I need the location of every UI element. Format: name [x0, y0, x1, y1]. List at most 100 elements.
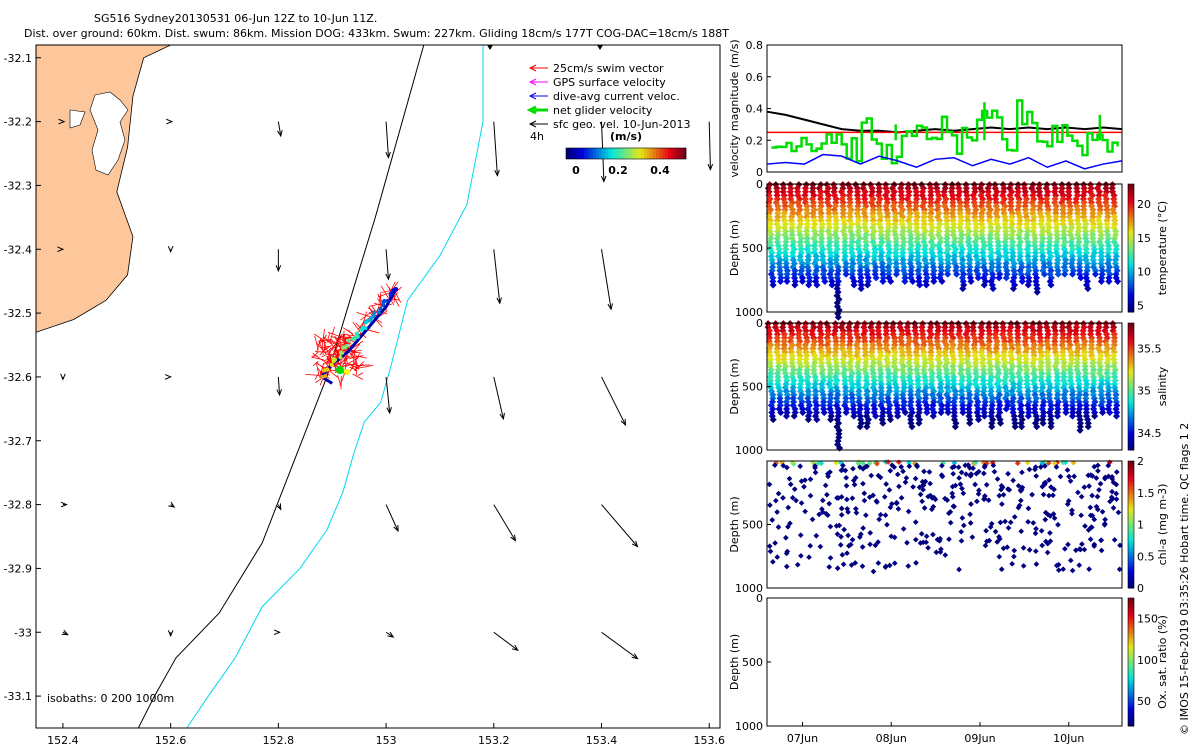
swim-vector: [331, 339, 338, 348]
swim-vector: [325, 355, 332, 370]
chla-point: [1032, 530, 1039, 537]
chla-point: [809, 516, 816, 523]
chla-point: [1010, 477, 1016, 484]
temperature-point: [791, 281, 799, 289]
chla-point: [975, 491, 982, 497]
chla-point: [905, 563, 912, 569]
chla-point: [1113, 496, 1120, 503]
temperature-point: [971, 209, 979, 217]
swim-vector: [329, 370, 339, 378]
temperature-point: [995, 274, 1003, 282]
colorbar-tick-label: 1.5: [1137, 487, 1155, 500]
chla-point: [960, 490, 967, 497]
chla-point: [1005, 470, 1011, 477]
chla-point: [999, 501, 1005, 507]
chla-point: [1032, 548, 1039, 554]
chla-point: [798, 552, 804, 559]
geo-vector-head: [631, 653, 639, 660]
y-axis-label: Depth (m): [728, 634, 741, 690]
chla-point: [1062, 545, 1068, 552]
y-tick-label: -32.4: [4, 243, 32, 256]
track-point: [372, 310, 377, 315]
swim-vector: [357, 364, 374, 369]
y-axis-label: Depth (m): [728, 358, 741, 414]
chla-point: [774, 554, 781, 560]
temperature-point: [776, 277, 784, 285]
track-point: [351, 337, 356, 342]
temperature-point: [949, 195, 957, 203]
chla-point: [774, 509, 780, 515]
chla-point: [1094, 493, 1101, 500]
track-point: [376, 310, 381, 315]
y-tick-label: -32.3: [4, 179, 32, 192]
colorbar-label: Ox. sat. ratio (%): [1156, 615, 1169, 709]
temperature-point: [806, 274, 814, 282]
track-point: [363, 320, 368, 325]
swim-vector: [326, 347, 331, 360]
temperature-point: [883, 209, 892, 217]
chla-point: [991, 468, 998, 475]
x-tick-label: 09Jun: [964, 732, 995, 745]
swim-vector: [314, 374, 319, 380]
swim-vector: [336, 350, 339, 359]
swim-vector: [352, 373, 364, 380]
temperature-point: [828, 281, 836, 289]
y-tick-label: 0.6: [746, 71, 764, 84]
chla-point: [826, 500, 833, 507]
legend-colorbar-label: (m/s): [610, 130, 642, 143]
temperature-point: [805, 281, 813, 289]
chla-point: [1009, 561, 1015, 567]
chla-point: [959, 515, 966, 521]
temperature-point: [1016, 249, 1024, 257]
y-tick-label: -32.9: [4, 562, 32, 575]
chla-point: [947, 519, 954, 526]
colorbar-cell: [1128, 598, 1134, 601]
chla-point: [982, 542, 989, 549]
chla-point: [912, 475, 919, 482]
legend-colorbar-cell: [602, 148, 606, 159]
temperature-point: [850, 281, 858, 289]
temperature-point: [1105, 277, 1113, 285]
swim-vector: [348, 351, 353, 359]
swim-vector: [334, 336, 342, 350]
temperature-point: [992, 199, 1000, 207]
geo-vector-head: [168, 501, 176, 508]
temperature-point: [1018, 277, 1026, 285]
chla-point: [1071, 473, 1077, 480]
geo-vector-head: [620, 418, 627, 427]
chla-point: [806, 554, 812, 561]
temperature-point: [769, 274, 777, 282]
temperature-point: [821, 277, 829, 285]
chla-point: [791, 486, 798, 492]
temperature-point: [909, 277, 917, 285]
swim-vector: [382, 289, 392, 293]
track-point: [359, 327, 364, 332]
y-tick-label: 1000: [735, 444, 763, 457]
legend-colorbar-cell: [641, 148, 645, 159]
swim-vector: [357, 372, 364, 376]
chla-point: [1113, 469, 1120, 475]
temperature-point: [872, 274, 880, 282]
temperature-point: [769, 281, 777, 289]
legend-entry: net glider velocity: [553, 104, 653, 117]
legend-colorbar-cell: [578, 148, 582, 159]
y-tick-label: -32.7: [4, 435, 32, 448]
chla-point: [1011, 514, 1018, 520]
chla-point: [819, 497, 826, 504]
chla-point: [812, 469, 819, 476]
chla-point: [956, 475, 962, 481]
chla-point: [882, 512, 889, 519]
y-tick-label: 0.4: [746, 103, 764, 116]
x-tick-label: 153: [376, 734, 397, 747]
y-tick-label: 0: [756, 178, 763, 191]
temperature-point: [798, 277, 806, 285]
chla-point: [1097, 480, 1104, 487]
chla-point: [1067, 557, 1074, 564]
temperature-point: [783, 277, 791, 285]
chla-point: [887, 467, 894, 474]
chla-point: [980, 470, 987, 477]
chla-point: [926, 469, 933, 475]
y-tick-label: 500: [742, 242, 763, 255]
series-line: [766, 110, 1123, 134]
geo-vector: [385, 121, 389, 158]
